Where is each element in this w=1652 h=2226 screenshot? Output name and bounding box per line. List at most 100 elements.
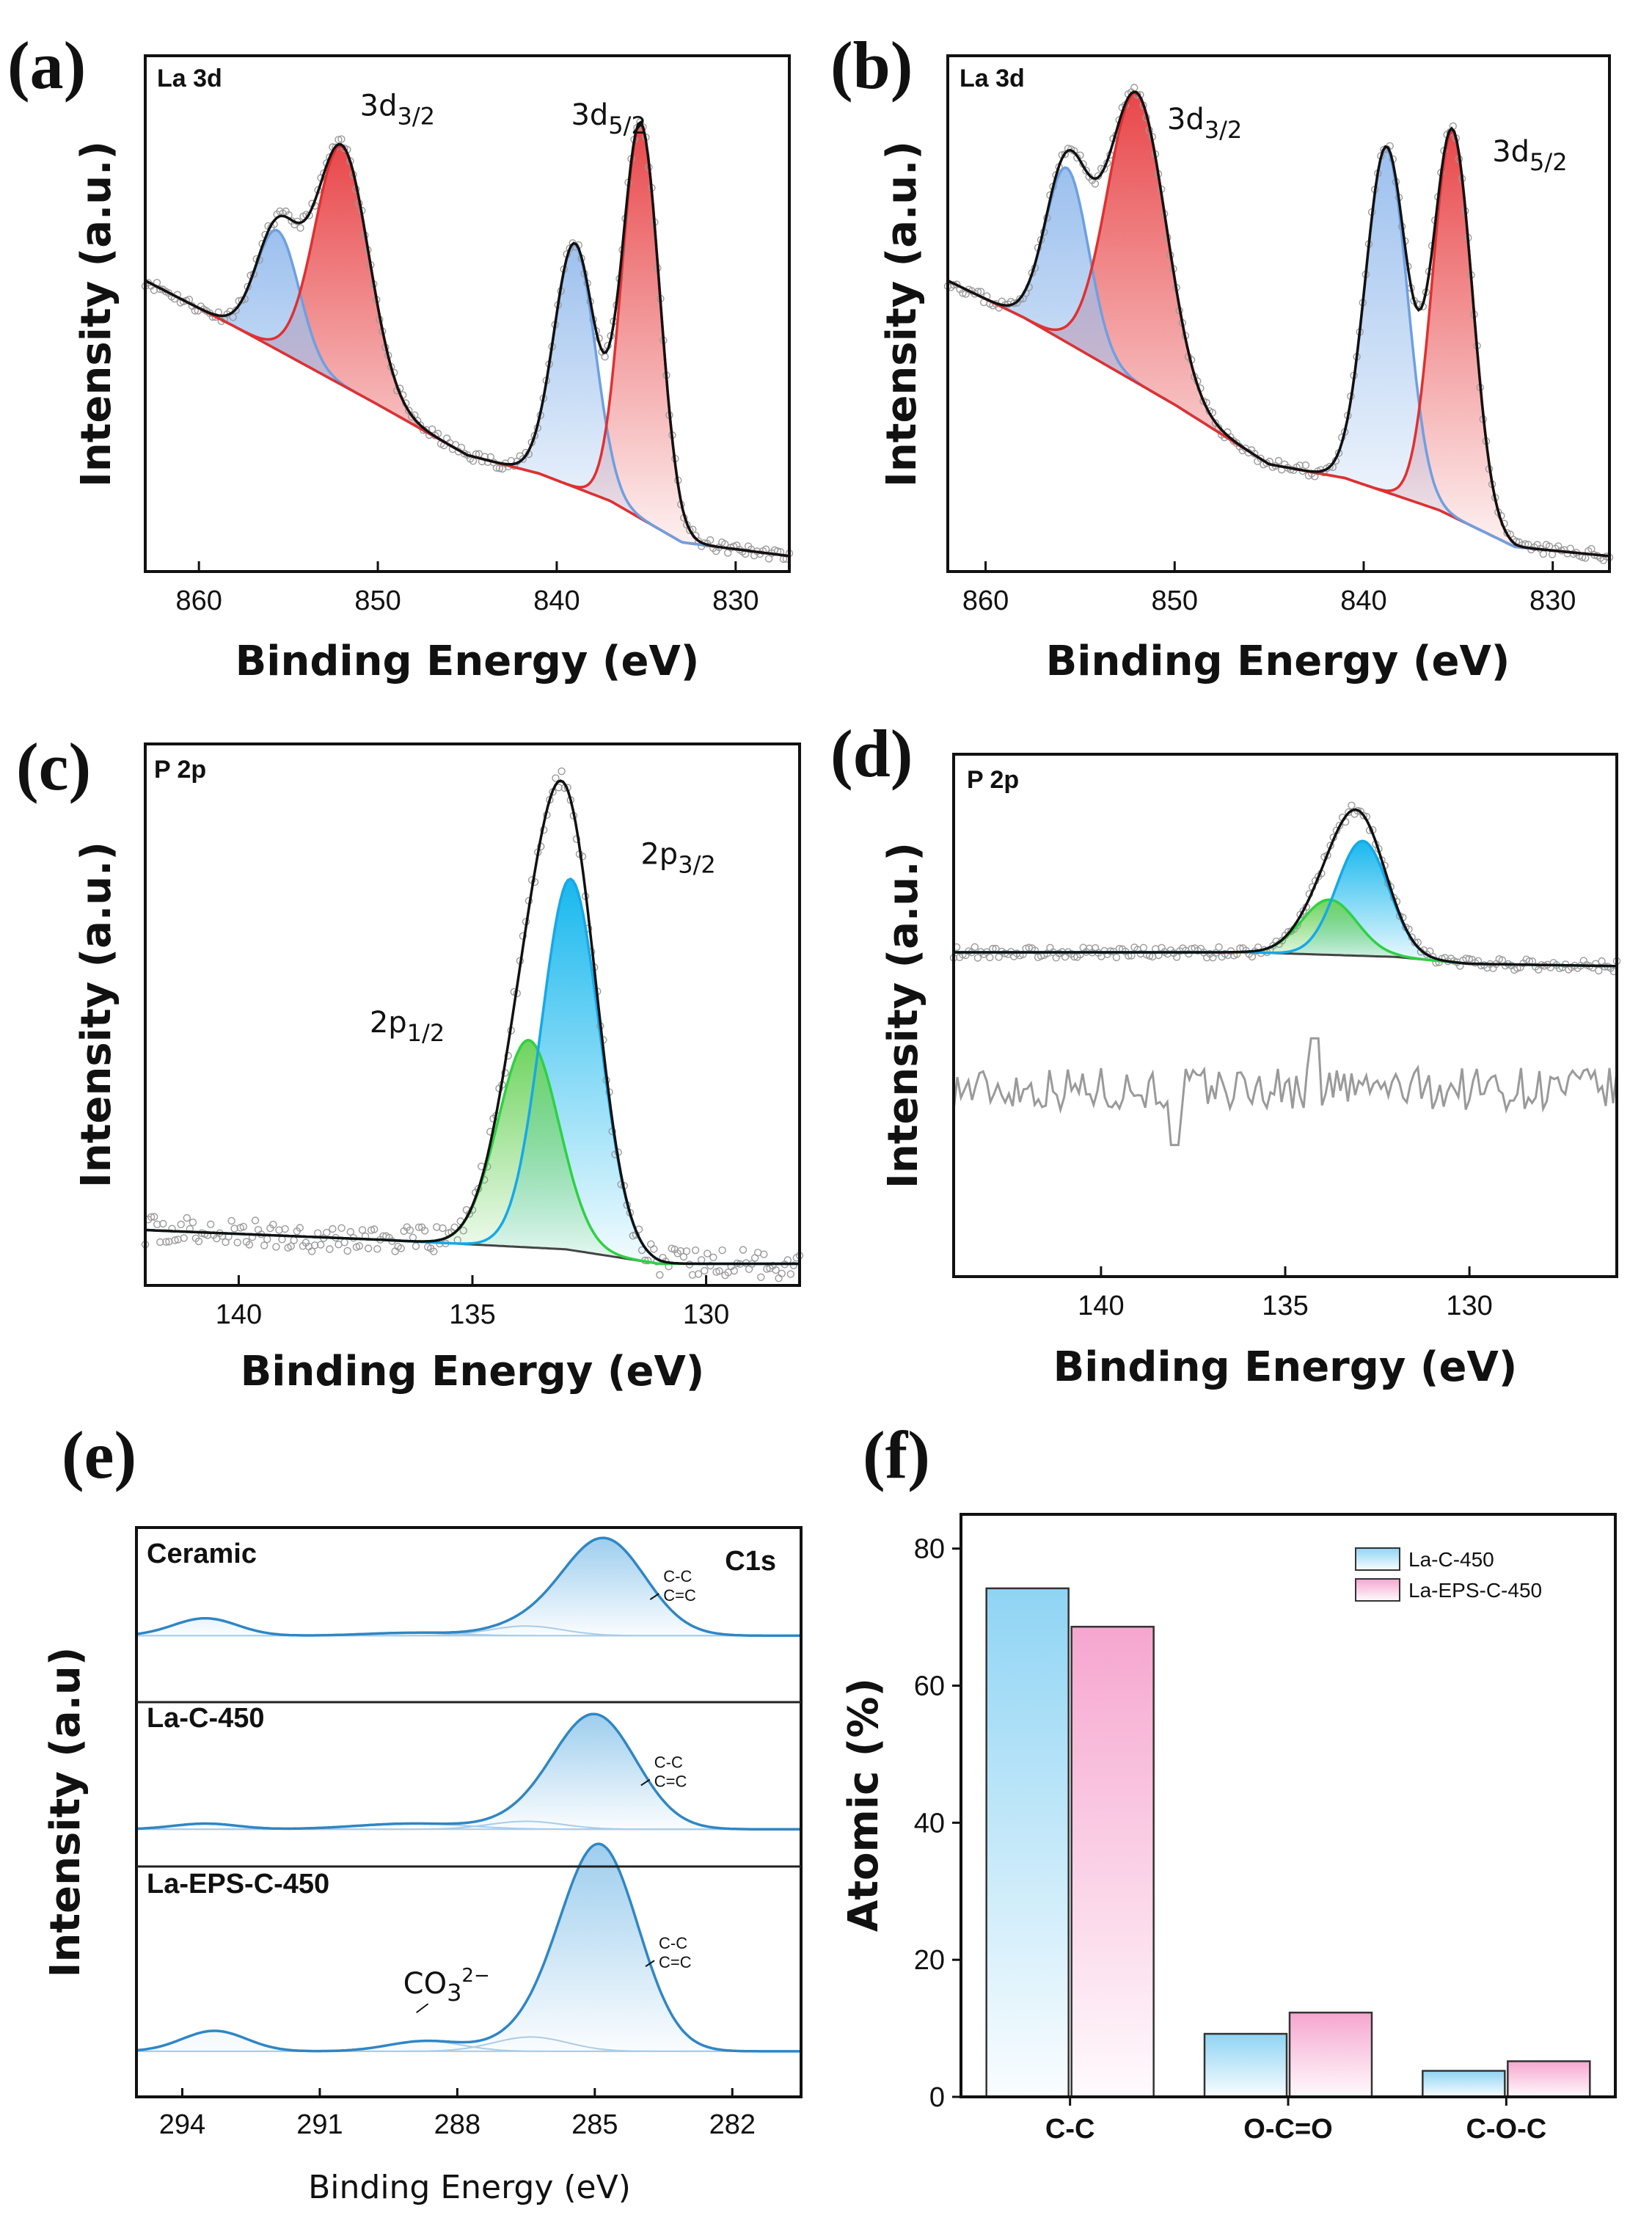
panel-a: (a) La 3d 860 850 840 830 Binding Energy (e…: [7, 28, 794, 685]
raw-data-point: [504, 1051, 512, 1060]
bond-label: C-C: [659, 1934, 687, 1952]
y-tick-label: 60: [914, 1671, 945, 1702]
y-axis-title-a: Intensity (a.u.): [73, 141, 120, 487]
raw-data-point: [656, 1271, 664, 1279]
raw-data-point: [1465, 955, 1473, 963]
raw-data-point: [406, 1226, 414, 1235]
bond-arrow: [649, 1593, 659, 1600]
spectrum-tag-d: P 2p: [967, 766, 1019, 794]
y-axis-title-e: Intensity (a.u): [42, 1647, 89, 1978]
x-axis-title-b: Binding Energy (eV): [1046, 638, 1510, 685]
peak-label: 2p3/2: [640, 837, 715, 878]
x-tick-label: 291: [296, 2109, 343, 2140]
sample-label: Ceramic: [147, 1539, 257, 1569]
bond-arrow: [640, 1778, 651, 1787]
raw-data-point: [275, 1226, 283, 1234]
raw-data-point: [346, 1227, 354, 1236]
x-ticks-b: 860 850 840 830: [962, 561, 1576, 616]
spectrum-la-c-450: La-C-450 C-CC=C: [136, 1703, 801, 1831]
x-tick-label: 130: [1446, 1291, 1492, 1321]
raw-data-point: [1539, 550, 1548, 558]
raw-data-point: [171, 1236, 179, 1244]
bond-label: C=C: [654, 1772, 687, 1790]
raw-data-point: [1326, 462, 1334, 471]
y-axis-title-b: Intensity (a.u.): [878, 141, 926, 487]
raw-data-point: [232, 306, 240, 314]
raw-data-point: [647, 1240, 655, 1249]
raw-data-point: [1061, 952, 1070, 961]
legend-swatch: [1355, 1547, 1400, 1571]
raw-data-point: [414, 1223, 423, 1232]
panel-c: (c) P 2p 140 135 130 Binding Energy (eV) I…: [16, 729, 804, 1395]
raw-data-point: [153, 1220, 161, 1229]
plot-area-f: [985, 1587, 1591, 2098]
x-tick-label: 830: [1529, 585, 1576, 616]
x-tick-label: 860: [175, 585, 222, 616]
x-tick-label: 294: [159, 2109, 205, 2140]
raw-data-point: [676, 1247, 684, 1255]
component-line: [136, 1632, 801, 1637]
raw-data-point: [287, 1242, 295, 1250]
raw-data-point: [150, 1213, 158, 1221]
raw-data-point: [177, 1220, 185, 1229]
spectrum-line: [136, 1536, 801, 1638]
raw-data-point: [329, 1225, 337, 1233]
raw-data-point: [552, 774, 560, 782]
raw-data-point: [263, 1235, 271, 1244]
sample-label: La-EPS-C-450: [147, 1869, 329, 1900]
legend-f: La-C-450 La-EPS-C-450: [1355, 1547, 1542, 1602]
spectrum-line: [136, 1712, 801, 1831]
raw-data-point: [358, 1226, 367, 1234]
y-tick-label: 0: [929, 2082, 945, 2113]
peak-annotations-a: 3d3/2 3d5/2: [360, 89, 646, 139]
category-label: C-C: [1045, 2114, 1095, 2145]
legend-label: La-EPS-C-450: [1408, 1579, 1542, 1602]
raw-data-point: [337, 1224, 346, 1233]
plot-frame-b: [946, 54, 1611, 573]
raw-data-point: [272, 1243, 280, 1251]
raw-data-point: [986, 953, 994, 962]
raw-data-point: [739, 1246, 748, 1254]
raw-data-point: [194, 1237, 203, 1246]
envelope-line: [947, 90, 1610, 558]
raw-data-point: [691, 1246, 700, 1255]
raw-data-point: [976, 288, 985, 296]
raw-data-point: [1139, 944, 1148, 952]
raw-data-point: [367, 1226, 376, 1234]
raw-data-point: [183, 1214, 191, 1222]
raw-data-point: [1112, 953, 1121, 962]
raw-data-point: [1172, 953, 1181, 961]
x-tick-label: 830: [712, 585, 759, 616]
raw-data-point: [688, 1271, 697, 1279]
panel-label-c: (c): [16, 729, 91, 804]
peak-fill: [145, 1040, 800, 1264]
raw-data-point: [682, 1247, 691, 1255]
x-axis-title-c: Binding Energy (eV): [241, 1348, 705, 1395]
peak-label: 3d5/2: [571, 98, 646, 139]
bond-label: C-C: [654, 1753, 683, 1771]
bond-label: C=C: [663, 1586, 696, 1605]
raw-data-point: [1091, 180, 1100, 188]
raw-data-point: [1016, 295, 1024, 303]
raw-data-point: [1082, 167, 1090, 175]
sample-label: La-C-450: [147, 1703, 265, 1734]
component-line: [145, 228, 790, 558]
y-tick-label: 40: [914, 1808, 945, 1839]
raw-data-point: [335, 136, 343, 144]
raw-data-point: [230, 1225, 238, 1233]
x-tick-label: 135: [449, 1299, 495, 1330]
bar-la-c-450: [1203, 2032, 1288, 2098]
peak-fill: [145, 244, 789, 556]
peak-annotations-b: 3d3/2 3d5/2: [1167, 103, 1568, 176]
raw-data-point: [959, 289, 967, 297]
raw-data-point: [763, 1265, 771, 1273]
spectrum-line: [136, 1842, 801, 2053]
raw-data-point: [601, 353, 609, 361]
raw-data-point: [558, 767, 566, 776]
panel-label-d: (d): [830, 716, 913, 791]
raw-data-point: [397, 1244, 405, 1252]
raw-data-point: [1136, 949, 1145, 958]
peak-label: 3d5/2: [1492, 135, 1567, 176]
residual-line: [952, 1037, 1618, 1147]
